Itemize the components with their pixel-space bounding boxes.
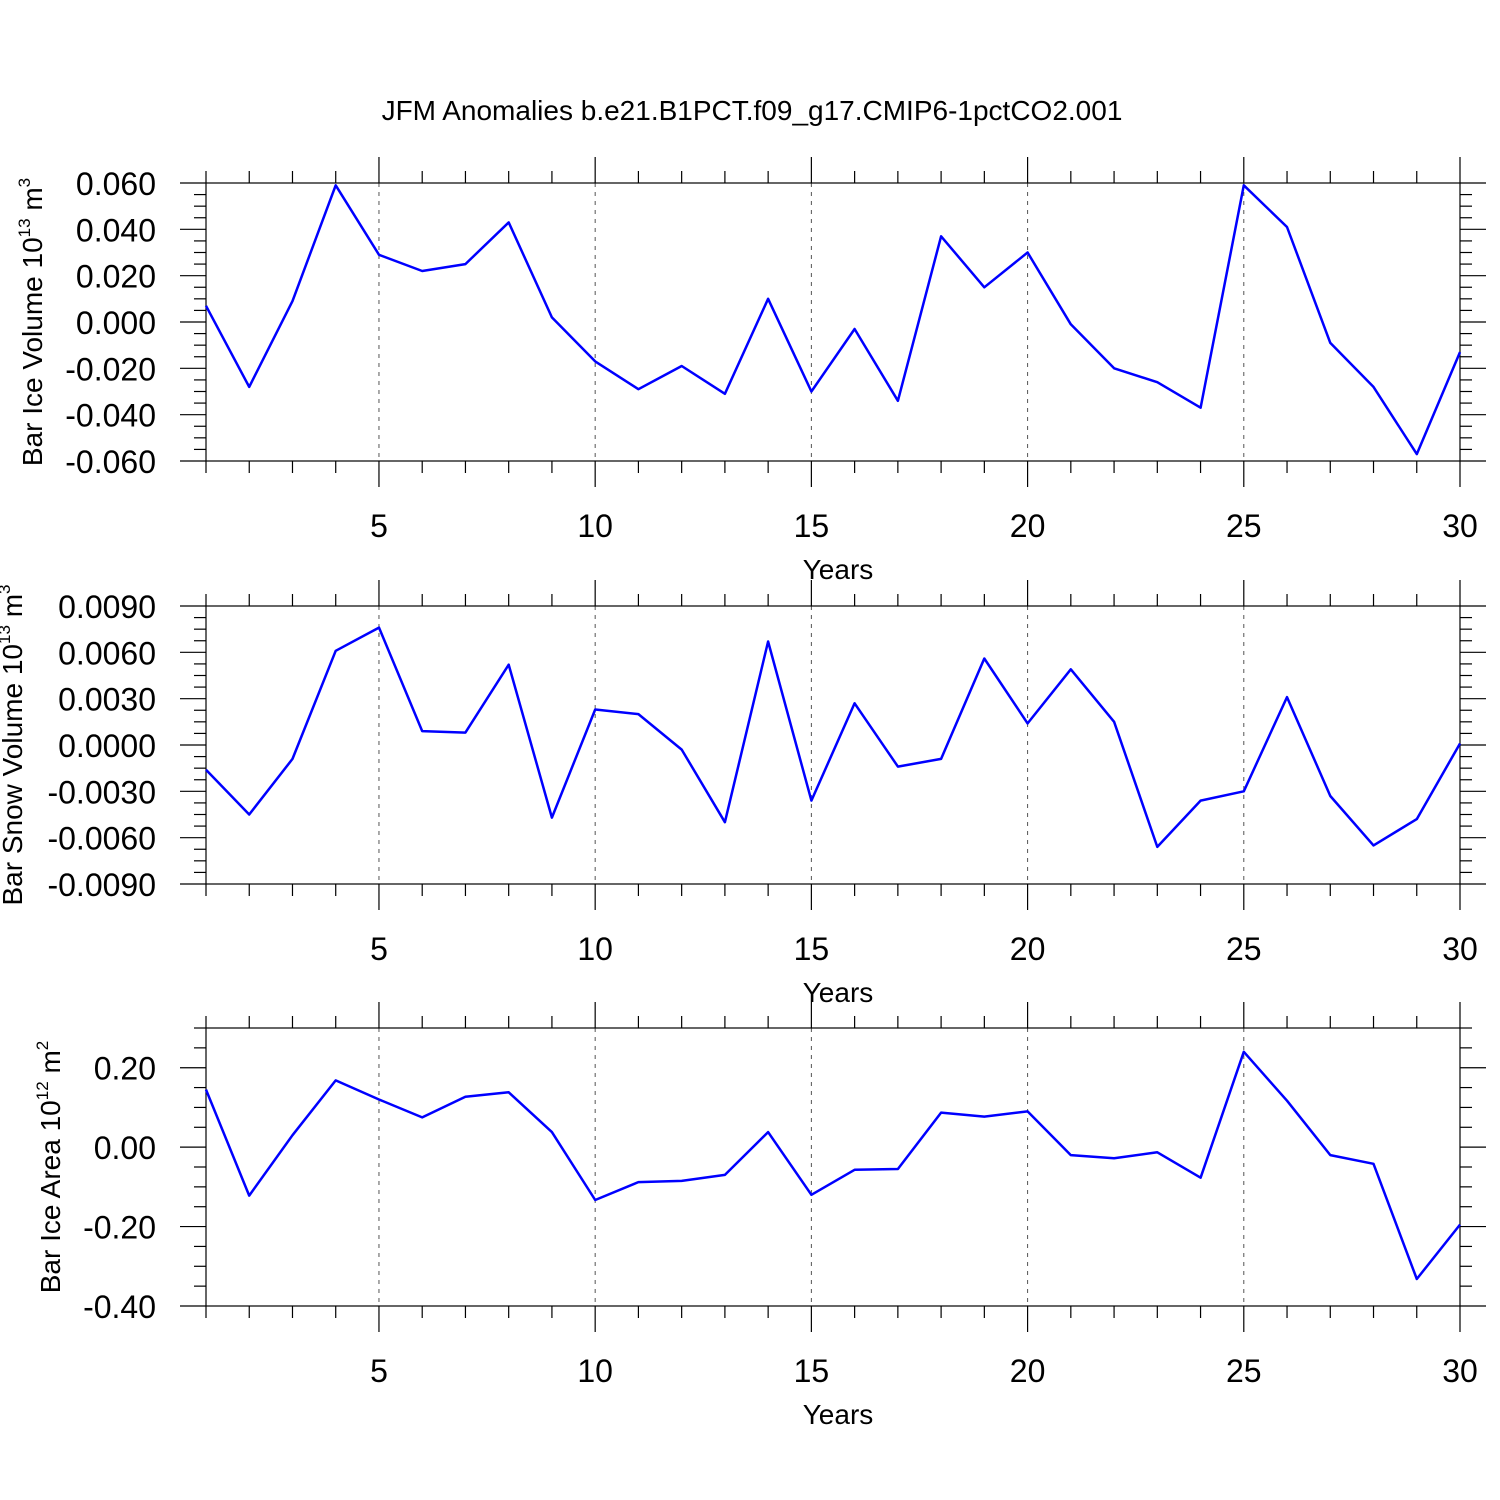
y-tick-label: -0.20 xyxy=(83,1210,156,1246)
y-tick-label: 0.20 xyxy=(94,1051,156,1087)
y-axis-title-superscript: 12 xyxy=(33,1081,52,1100)
y-tick-label: 0.0060 xyxy=(58,635,156,671)
x-axis-title: Years xyxy=(803,1399,874,1430)
y-axis-title: Bar Snow Volume 1013 m3 xyxy=(0,585,28,906)
y-axis-title-superscript: 13 xyxy=(15,218,34,237)
x-tick-label: 25 xyxy=(1226,1353,1262,1389)
y-tick-label: 0.040 xyxy=(76,212,156,248)
x-tick-label: 30 xyxy=(1442,508,1478,544)
y-axis-title: Bar Ice Area 1012 m2 xyxy=(33,1041,66,1294)
y-axis-title-text: m xyxy=(35,1050,66,1081)
x-tick-label: 5 xyxy=(370,508,388,544)
y-tick-label: -0.060 xyxy=(65,444,156,480)
x-tick-label: 20 xyxy=(1010,508,1046,544)
series-line xyxy=(204,1050,1461,1281)
x-tick-label: 10 xyxy=(577,508,613,544)
y-axis-title-superscript: 2 xyxy=(33,1041,52,1050)
x-tick-label: 20 xyxy=(1010,931,1046,967)
x-tick-label: 15 xyxy=(794,508,830,544)
x-axis-title: Years xyxy=(803,977,874,1008)
y-axis-title-text: m xyxy=(17,187,48,218)
y-tick-label: 0.060 xyxy=(76,166,156,202)
x-tick-label: 5 xyxy=(370,1353,388,1389)
plot-frame xyxy=(205,605,1461,885)
chart-title: JFM Anomalies b.e21.B1PCT.f09_g17.CMIP6-… xyxy=(382,95,1123,126)
x-tick-label: 10 xyxy=(577,1353,613,1389)
y-tick-label: -0.0030 xyxy=(47,774,156,810)
y-axis-title-text: Bar Ice Area 10 xyxy=(35,1100,66,1293)
panels: 0.060 0.040 0.020 0.000 -0.020 -0.040 -0.060 5 1… xyxy=(0,157,1486,1430)
plot-frame xyxy=(205,1027,1461,1307)
y-tick-label: 0.00 xyxy=(94,1130,156,1166)
y-axis-title-superscript: 13 xyxy=(0,625,14,644)
x-tick-label: 5 xyxy=(370,931,388,967)
series-line xyxy=(204,184,1462,456)
y-axis-title-text: m xyxy=(0,594,28,625)
y-tick-label: 0.020 xyxy=(76,259,156,295)
y-axis-title-superscript: 3 xyxy=(15,178,34,187)
x-tick-label: 25 xyxy=(1226,931,1262,967)
y-tick-label: 0.0000 xyxy=(58,728,156,764)
y-tick-label: 0.000 xyxy=(76,305,156,341)
y-axis-title: Bar Ice Volume 1013 m3 xyxy=(15,178,48,466)
x-tick-label: 25 xyxy=(1226,508,1262,544)
y-axis-title-superscript: 3 xyxy=(0,585,14,594)
panel-1: 0.060 0.040 0.020 0.000 -0.020 -0.040 -0.060 5 1… xyxy=(15,157,1486,585)
x-tick-label: 20 xyxy=(1010,1353,1046,1389)
y-tick-label: -0.0090 xyxy=(47,867,156,903)
x-tick-label: 10 xyxy=(577,931,613,967)
panel-2: 0.0090 0.0060 0.0030 0.0000 -0.0030 -0.0060 -0… xyxy=(0,580,1486,1008)
y-tick-label: 0.0090 xyxy=(58,589,156,625)
series-line xyxy=(205,626,1462,849)
y-axis-title-text: Bar Ice Volume 10 xyxy=(17,237,48,466)
y-tick-label: 0.0030 xyxy=(58,682,156,718)
plot-frame xyxy=(205,182,1461,462)
x-tick-label: 30 xyxy=(1442,1353,1478,1389)
x-tick-label: 15 xyxy=(794,931,830,967)
y-tick-label: -0.40 xyxy=(83,1289,156,1325)
x-tick-label: 30 xyxy=(1442,931,1478,967)
x-tick-label: 15 xyxy=(794,1353,830,1389)
y-tick-label: -0.020 xyxy=(65,351,156,387)
y-axis-title-text: Bar Snow Volume 10 xyxy=(0,644,28,906)
y-tick-label: -0.0060 xyxy=(47,821,156,857)
y-tick-label: -0.040 xyxy=(65,398,156,434)
x-axis-title: Years xyxy=(803,554,874,585)
panel-3: 0.20 0.00 -0.20 -0.40 5 10 15 20 25 30 Years Bar Ic… xyxy=(33,1002,1486,1430)
